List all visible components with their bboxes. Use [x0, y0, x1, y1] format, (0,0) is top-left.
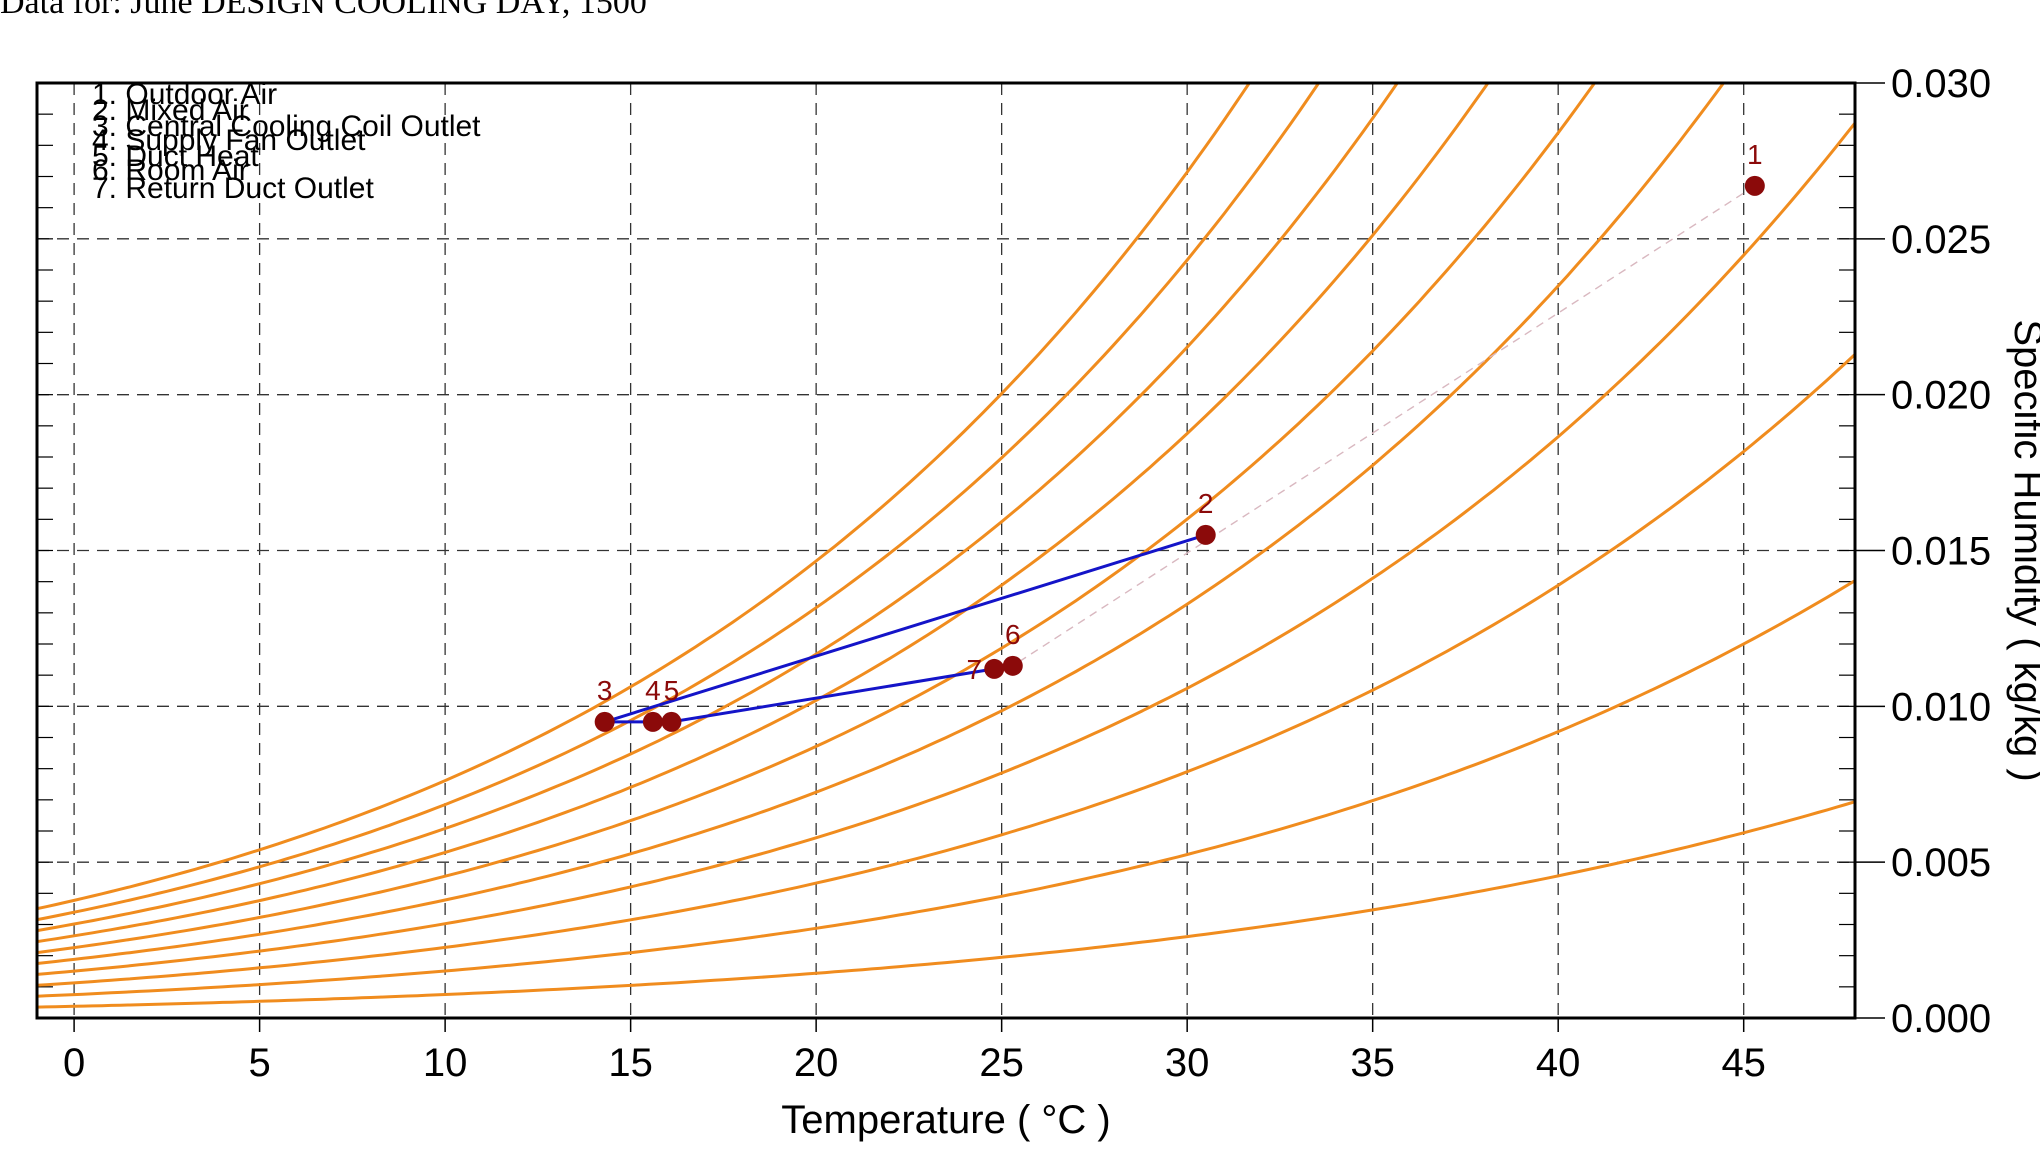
x-tick-label: 40 — [1536, 1041, 1581, 1085]
state-point-label-7: 7 — [966, 654, 982, 685]
x-axis-label: Temperature ( °C ) — [781, 1098, 1110, 1142]
x-tick-label: 45 — [1721, 1041, 1766, 1085]
process-path — [604, 533, 1207, 724]
legend-entry-7: 7. Return Duct Outlet — [92, 172, 374, 205]
state-point-label-5: 5 — [664, 675, 680, 706]
legend-entry-6: 6. Room Air — [92, 154, 249, 187]
legend-entry-2: 2. Mixed Air — [92, 94, 249, 127]
legend-entry-3: 3. Central Cooling Coil Outlet — [92, 110, 481, 143]
state-point-3 — [594, 711, 615, 732]
y-tick-label: 0.010 — [1891, 685, 1991, 729]
rh-curve-1 — [37, 800, 1855, 1009]
y-tick-label: 0.015 — [1891, 530, 1991, 574]
x-tick-label: 35 — [1350, 1041, 1395, 1085]
state-point-label-1: 1 — [1747, 139, 1763, 170]
y-tick-label: 0.030 — [1891, 62, 1991, 106]
y-tick-label: 0.000 — [1891, 997, 1991, 1041]
x-tick-label: 30 — [1165, 1041, 1210, 1085]
rh-curve-9 — [37, 83, 1321, 922]
x-tick-label: 0 — [63, 1041, 85, 1085]
rh-curve-4 — [37, 122, 1855, 976]
state-point-7 — [984, 658, 1005, 679]
state-point-2 — [1195, 524, 1216, 545]
state-point-1 — [1744, 175, 1765, 196]
rh-curve-10 — [37, 83, 1252, 911]
mixing-line — [1012, 185, 1756, 667]
x-tick-label: 20 — [794, 1041, 839, 1085]
legend-entry-1: 1. Outdoor Air — [92, 78, 277, 111]
x-tick-label: 5 — [248, 1041, 270, 1085]
rh-curve-5 — [37, 83, 1726, 965]
state-point-6 — [1002, 655, 1023, 676]
state-point-4 — [642, 711, 663, 732]
state-point-label-6: 6 — [1005, 619, 1021, 650]
y-tick-label: 0.020 — [1891, 374, 1991, 418]
y-tick-label: 0.005 — [1891, 841, 1991, 885]
state-point-label-4: 4 — [645, 675, 661, 706]
state-point-label-2: 2 — [1198, 488, 1214, 519]
rh-curve-2 — [37, 579, 1855, 998]
legend-entry-4: 4. Supply Fan Outlet — [92, 124, 366, 157]
rh-curve-8 — [37, 83, 1400, 933]
state-point-5 — [661, 711, 682, 732]
legend-entry-5: 5. Duct Heat — [92, 140, 259, 173]
y-axis-label: Specific Humidity ( kg/kg ) — [2006, 319, 2040, 781]
state-point-label-3: 3 — [597, 675, 613, 706]
chart-title: Data for: June DESIGN COOLING DAY, 1500 — [0, 0, 647, 21]
x-tick-label: 25 — [979, 1041, 1024, 1085]
rh-curve-6 — [37, 83, 1597, 955]
x-tick-label: 10 — [423, 1041, 468, 1085]
x-tick-label: 15 — [608, 1041, 653, 1085]
y-tick-label: 0.025 — [1891, 218, 1991, 262]
rh-curve-7 — [37, 83, 1490, 944]
rh-curve-3 — [37, 353, 1855, 987]
